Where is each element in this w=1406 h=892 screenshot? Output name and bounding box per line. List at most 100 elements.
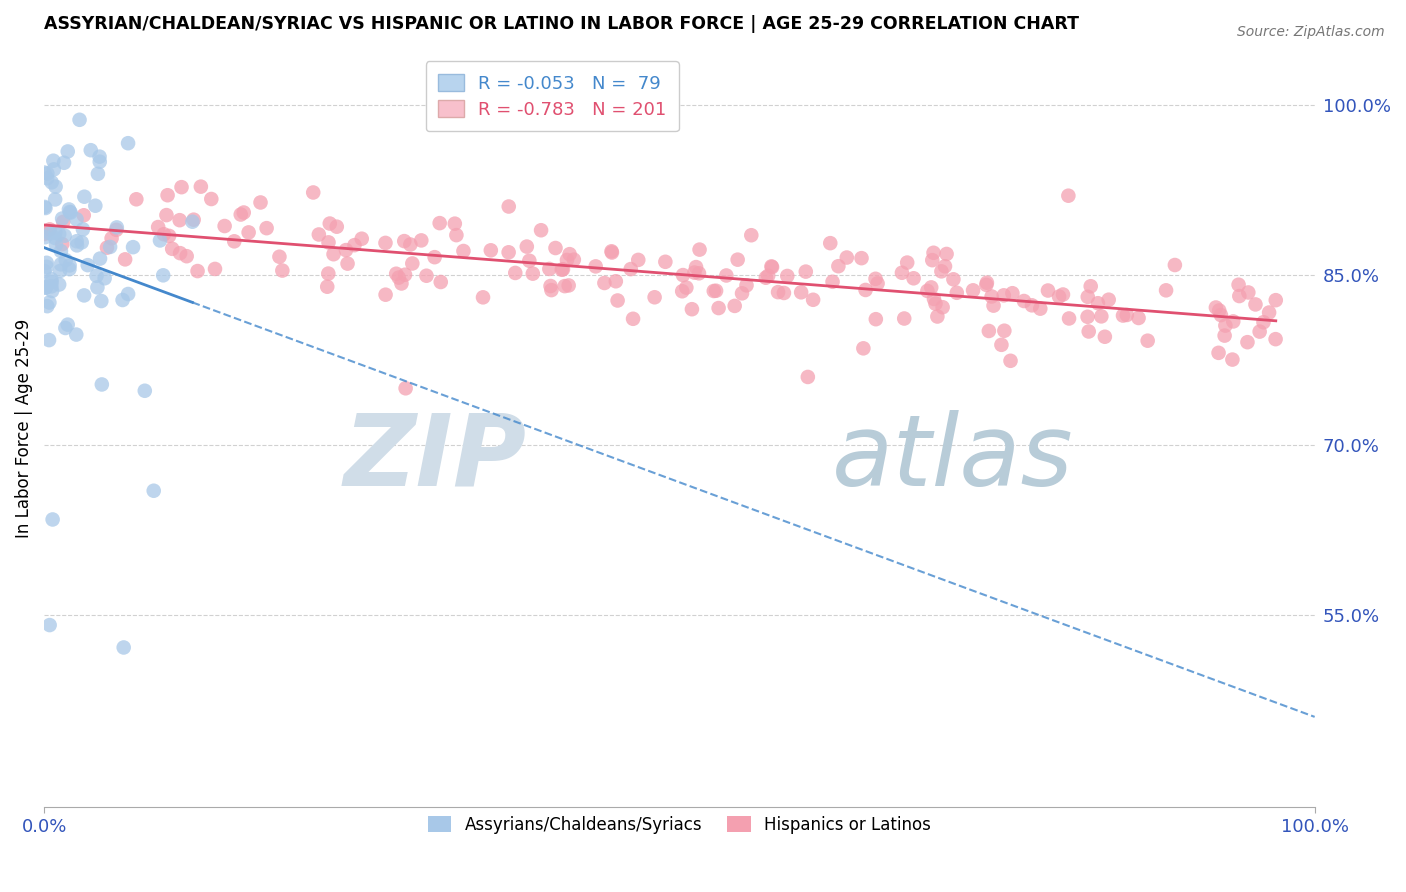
Point [96,241,118,255]
Point [761,260,783,274]
Point [105,223,128,237]
Point [797,370,820,384]
Point [921,253,943,268]
Point [756,268,779,283]
Point [530,223,553,237]
Point [1098,293,1121,307]
Point [993,288,1015,302]
Point [391,277,413,291]
Point [37,299,59,313]
Point [993,324,1015,338]
Point [585,260,607,274]
Point [605,274,627,288]
Point [319,217,342,231]
Point [34,201,56,215]
Point [394,381,416,395]
Point [49,244,72,259]
Point [86,280,108,294]
Point [200,192,222,206]
Point [224,235,246,249]
Point [56,145,79,159]
Point [606,293,628,308]
Point [176,249,198,263]
Point [86,268,108,283]
Point [48,277,70,292]
Point [672,268,695,282]
Point [160,242,183,256]
Point [374,287,396,301]
Point [156,188,179,202]
Point [1057,311,1080,326]
Point [942,272,965,286]
Point [73,190,96,204]
Point [704,284,727,298]
Point [411,234,433,248]
Point [318,267,340,281]
Point [34,264,56,278]
Point [90,377,112,392]
Point [627,252,650,267]
Point [865,272,887,286]
Point [1213,328,1236,343]
Point [1052,287,1074,301]
Point [34,200,56,214]
Point [931,300,953,314]
Point [87,167,110,181]
Point [794,264,817,278]
Point [229,208,252,222]
Point [84,199,107,213]
Point [38,222,60,236]
Point [38,333,60,347]
Point [852,342,875,356]
Point [544,241,567,255]
Point [35,280,58,294]
Point [443,217,465,231]
Point [890,266,912,280]
Point [399,237,422,252]
Point [946,285,969,300]
Point [302,186,325,200]
Point [44,225,66,239]
Point [117,287,139,301]
Point [41,175,63,189]
Point [34,165,56,179]
Point [44,193,66,207]
Point [1215,318,1237,333]
Point [58,262,80,277]
Point [41,279,63,293]
Point [41,512,63,526]
Point [45,238,67,252]
Point [977,324,1000,338]
Point [38,295,60,310]
Point [34,230,56,244]
Point [1222,352,1244,367]
Point [73,208,96,222]
Point [42,162,65,177]
Point [153,227,176,242]
Point [735,278,758,293]
Point [105,220,128,235]
Point [423,250,446,264]
Point [866,277,889,291]
Point [1164,258,1187,272]
Point [55,321,77,335]
Point [688,266,710,280]
Point [48,227,70,241]
Point [1077,290,1099,304]
Point [183,212,205,227]
Point [429,216,451,230]
Point [66,238,89,252]
Point [388,270,411,285]
Point [51,211,73,226]
Point [790,285,813,300]
Point [562,252,585,267]
Point [93,271,115,285]
Point [1154,283,1177,297]
Point [90,293,112,308]
Point [479,244,502,258]
Point [308,227,330,242]
Point [557,278,579,293]
Point [703,284,725,298]
Point [72,222,94,236]
Point [522,267,544,281]
